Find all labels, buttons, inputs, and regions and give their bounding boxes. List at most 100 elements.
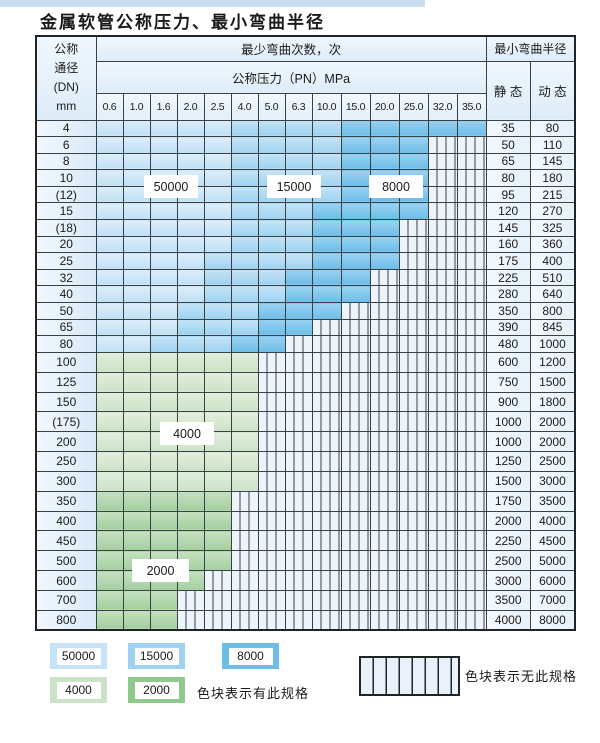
pressure-column-header: 0.6 <box>95 92 124 121</box>
dn-cell: 8 <box>35 152 97 171</box>
legend-text-has-spec: 色块表示有此规格 <box>197 686 310 701</box>
dn-cell: 32 <box>35 268 97 287</box>
region-label-4000: 4000 <box>161 423 213 444</box>
no-spec-cell <box>398 550 429 572</box>
table-row: 600 3000 6000 <box>35 570 576 591</box>
dn-cell: 400 <box>35 510 97 532</box>
no-spec-cell <box>257 371 286 393</box>
no-spec-cell <box>340 302 371 320</box>
dn-cell: 350 <box>35 490 97 512</box>
spec-cell <box>284 219 313 237</box>
no-spec-cell <box>456 371 487 393</box>
dynamic-radius-cell: 80 <box>529 119 576 138</box>
dynamic-radius-cell: 7000 <box>529 589 576 611</box>
no-spec-cell <box>311 411 342 433</box>
dynamic-radius-cell: 1800 <box>529 391 576 413</box>
no-spec-cell <box>369 318 400 337</box>
no-spec-cell <box>398 268 429 287</box>
no-spec-cell <box>398 219 429 237</box>
no-spec-cell <box>456 470 487 492</box>
spec-cell <box>203 202 232 221</box>
spec-cell <box>203 252 232 270</box>
spec-cell <box>284 302 313 320</box>
table-row: 8 65 145 <box>35 152 576 171</box>
spec-cell <box>257 235 286 254</box>
dynamic-radius-cell: 1000 <box>529 335 576 353</box>
no-spec-cell <box>456 152 487 171</box>
region-label-8000: 8000 <box>370 176 422 197</box>
no-spec-cell <box>427 391 458 413</box>
no-spec-cell <box>398 411 429 433</box>
dn-cell: (18) <box>35 219 97 237</box>
no-spec-cell <box>456 589 487 611</box>
static-radius-cell: 225 <box>485 268 531 287</box>
dn-cell: 40 <box>35 285 97 304</box>
spec-cell <box>284 152 313 171</box>
no-spec-cell <box>340 351 371 373</box>
no-spec-cell <box>340 371 371 393</box>
spec-cell <box>230 451 259 472</box>
spec-cell <box>203 285 232 304</box>
spec-cell <box>176 451 205 472</box>
spec-cell <box>311 219 342 237</box>
spec-cell <box>311 202 342 221</box>
no-spec-cell <box>456 391 487 413</box>
spec-cell <box>95 589 124 611</box>
dn-cell: 800 <box>35 609 97 631</box>
spec-cell <box>95 136 124 154</box>
no-spec-cell <box>284 609 313 631</box>
spec-cell <box>203 335 232 353</box>
no-spec-cell <box>369 451 400 472</box>
spec-cell <box>122 136 151 154</box>
spec-cell <box>257 136 286 154</box>
static-radius-cell: 600 <box>485 351 531 373</box>
spec-cell <box>230 470 259 492</box>
spec-cell <box>257 335 286 353</box>
table-row: 450 2250 4500 <box>35 530 576 552</box>
no-spec-cell <box>230 510 259 532</box>
no-spec-cell <box>427 490 458 512</box>
no-spec-cell <box>369 411 400 433</box>
spec-cell <box>340 252 371 270</box>
no-spec-cell <box>311 431 342 453</box>
no-spec-cell <box>456 136 487 154</box>
static-radius-cell: 1750 <box>485 490 531 512</box>
table-row: 100 600 1200 <box>35 351 576 373</box>
no-spec-cell <box>456 490 487 512</box>
spec-cell <box>149 318 178 337</box>
spec-cell <box>95 391 124 413</box>
no-spec-cell <box>284 470 313 492</box>
spec-cell <box>369 235 400 254</box>
spec-cell <box>257 268 286 287</box>
no-spec-cell <box>427 302 458 320</box>
no-spec-cell <box>257 431 286 453</box>
no-spec-cell <box>203 589 232 611</box>
spec-cell <box>284 235 313 254</box>
dynamic-radius-cell: 180 <box>529 169 576 187</box>
spec-cell <box>203 268 232 287</box>
dynamic-radius-cell: 640 <box>529 285 576 304</box>
no-spec-cell <box>311 530 342 552</box>
no-spec-cell <box>369 268 400 287</box>
no-spec-cell <box>340 609 371 631</box>
spec-cell <box>176 285 205 304</box>
dn-cell: 80 <box>35 335 97 353</box>
dn-cell: 6 <box>35 136 97 154</box>
dn-cell: 150 <box>35 391 97 413</box>
no-spec-cell <box>340 411 371 433</box>
spec-cell <box>203 371 232 393</box>
spec-cell <box>203 351 232 373</box>
spec-cell <box>203 318 232 337</box>
no-spec-cell <box>427 136 458 154</box>
spec-cell <box>176 318 205 337</box>
page-title: 金属软管公称压力、最小弯曲半径 <box>40 13 325 32</box>
spec-cell <box>230 202 259 221</box>
spec-cell <box>203 530 232 552</box>
spec-cell <box>230 185 259 204</box>
legend-text-no-spec: 色块表示无此规格 <box>465 669 578 684</box>
min-bend-radius-header: 最小弯曲半径 <box>485 35 576 62</box>
spec-cell <box>176 302 205 320</box>
no-spec-cell <box>230 609 259 631</box>
pressure-column-header: 10.0 <box>311 92 342 121</box>
spec-cell <box>311 152 342 171</box>
